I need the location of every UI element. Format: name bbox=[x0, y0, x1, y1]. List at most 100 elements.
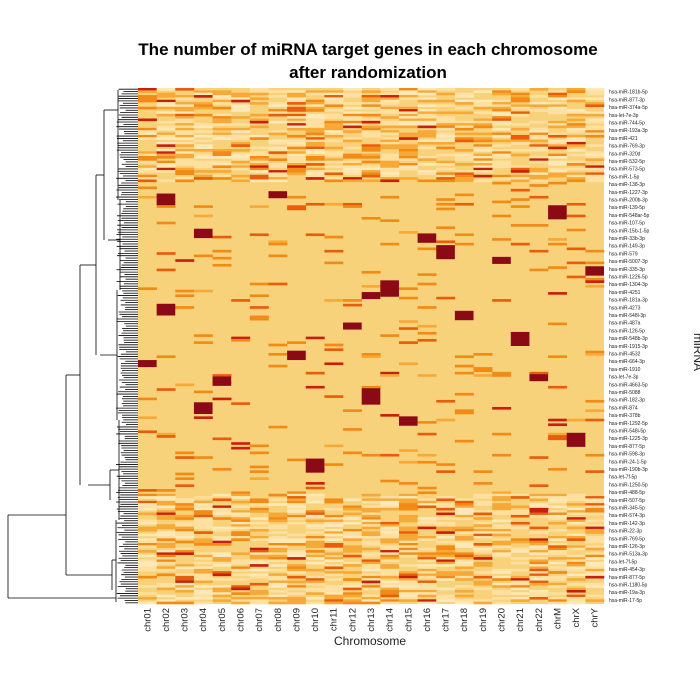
heatmap-cell bbox=[436, 540, 456, 544]
heatmap-cell bbox=[529, 456, 549, 459]
heatmap-cell bbox=[361, 130, 381, 133]
heatmap-cell bbox=[398, 498, 418, 502]
heatmap-cell bbox=[343, 554, 362, 558]
heatmap-cell bbox=[156, 550, 176, 553]
heatmap-cell bbox=[138, 596, 157, 600]
heatmap-cell bbox=[566, 261, 586, 265]
heatmap-cell bbox=[324, 113, 344, 117]
heatmap-cell bbox=[156, 144, 176, 147]
heatmap-cell bbox=[212, 249, 232, 253]
row-label: hsa-miR-149-3p bbox=[609, 244, 645, 250]
heatmap-cell bbox=[175, 116, 195, 119]
row-label: hsa-miR-126-3p bbox=[609, 544, 645, 550]
heatmap-cell bbox=[436, 141, 456, 145]
heatmap-cell bbox=[361, 125, 381, 129]
heatmap-cell bbox=[156, 554, 176, 558]
heatmap-cell bbox=[343, 95, 362, 98]
heatmap-cell bbox=[417, 566, 437, 570]
heatmap-cell bbox=[343, 451, 362, 455]
heatmap-cell bbox=[193, 163, 213, 166]
heatmap-cell bbox=[249, 465, 269, 469]
heatmap-cell bbox=[175, 102, 195, 105]
heatmap-cell bbox=[343, 116, 362, 119]
heatmap-cell bbox=[510, 521, 530, 525]
heatmap-cell bbox=[268, 353, 288, 356]
heatmap-cell bbox=[398, 296, 418, 300]
heatmap-cell bbox=[473, 493, 493, 497]
heatmap-cell bbox=[398, 514, 418, 518]
heatmap-cell bbox=[175, 540, 195, 544]
heatmap-cell bbox=[529, 177, 549, 180]
heatmap-cell bbox=[380, 146, 400, 150]
row-label: hsa-miR-1915-3p bbox=[609, 344, 648, 350]
heatmap-cell bbox=[249, 165, 269, 169]
heatmap-cell bbox=[417, 573, 437, 577]
heatmap-cell bbox=[193, 507, 213, 511]
heatmap-cell bbox=[231, 92, 251, 96]
heatmap-cell bbox=[417, 104, 437, 108]
heatmap-cell bbox=[436, 575, 456, 579]
heatmap-cell bbox=[548, 266, 568, 269]
heatmap-cell bbox=[343, 538, 362, 541]
heatmap-cell bbox=[305, 596, 325, 600]
heatmap-cell bbox=[138, 90, 157, 93]
heatmap-cell bbox=[585, 418, 605, 422]
heatmap-cell bbox=[343, 582, 362, 586]
heatmap-cell bbox=[454, 439, 474, 443]
heatmap-cell bbox=[361, 561, 381, 565]
heatmap-cell bbox=[436, 498, 456, 502]
heatmap-cell bbox=[138, 568, 157, 572]
heatmap-cell bbox=[287, 540, 307, 544]
heatmap-cell bbox=[492, 174, 512, 178]
heatmap-cell bbox=[212, 116, 232, 119]
heatmap-cell bbox=[324, 172, 344, 176]
heatmap-cell bbox=[548, 592, 568, 595]
heatmap-cell bbox=[305, 137, 325, 140]
heatmap-cell bbox=[473, 543, 493, 546]
heatmap-cell bbox=[436, 463, 456, 466]
heatmap-cell bbox=[231, 491, 251, 495]
heatmap-cell bbox=[548, 538, 568, 541]
heatmap-cell bbox=[417, 111, 437, 115]
heatmap-cell bbox=[156, 125, 176, 129]
heatmap-cell bbox=[361, 540, 381, 544]
heatmap-cell bbox=[212, 554, 232, 558]
heatmap-cell bbox=[249, 477, 269, 480]
heatmap-cell bbox=[436, 163, 456, 166]
heatmap-cell bbox=[361, 510, 381, 513]
heatmap-cell bbox=[249, 573, 269, 577]
heatmap-cell bbox=[324, 343, 344, 347]
heatmap-cell bbox=[380, 540, 400, 544]
heatmap-cell bbox=[193, 174, 213, 178]
heatmap-cell bbox=[454, 132, 474, 136]
heatmap-cell bbox=[231, 524, 251, 527]
heatmap-cell bbox=[287, 160, 307, 164]
heatmap-cell bbox=[585, 510, 605, 513]
heatmap-cell bbox=[193, 514, 213, 518]
heatmap-cell bbox=[566, 113, 586, 117]
heatmap-cell bbox=[268, 552, 288, 556]
heatmap-cell bbox=[361, 547, 381, 551]
heatmap-cell bbox=[492, 120, 512, 124]
heatmap-cell bbox=[231, 174, 251, 178]
heatmap-cell bbox=[566, 418, 586, 422]
column-label: chr01 bbox=[142, 608, 153, 632]
heatmap-cell bbox=[417, 519, 437, 523]
heatmap-cell bbox=[548, 500, 568, 504]
heatmap-cell bbox=[473, 174, 493, 178]
heatmap-cell bbox=[287, 554, 307, 558]
heatmap-cell bbox=[492, 104, 512, 108]
heatmap-cell bbox=[193, 557, 213, 560]
heatmap-cell bbox=[473, 167, 493, 171]
heatmap-cell bbox=[566, 594, 586, 598]
heatmap-cell bbox=[585, 249, 605, 253]
heatmap-cell bbox=[231, 148, 251, 152]
heatmap-cell bbox=[510, 496, 530, 499]
heatmap-cell bbox=[585, 132, 605, 136]
heatmap-cell bbox=[380, 109, 400, 112]
heatmap-cell bbox=[380, 554, 400, 558]
heatmap-cell bbox=[417, 120, 437, 124]
heatmap-cell bbox=[156, 489, 176, 492]
heatmap-cell bbox=[249, 451, 269, 455]
heatmap-cell bbox=[436, 127, 456, 131]
